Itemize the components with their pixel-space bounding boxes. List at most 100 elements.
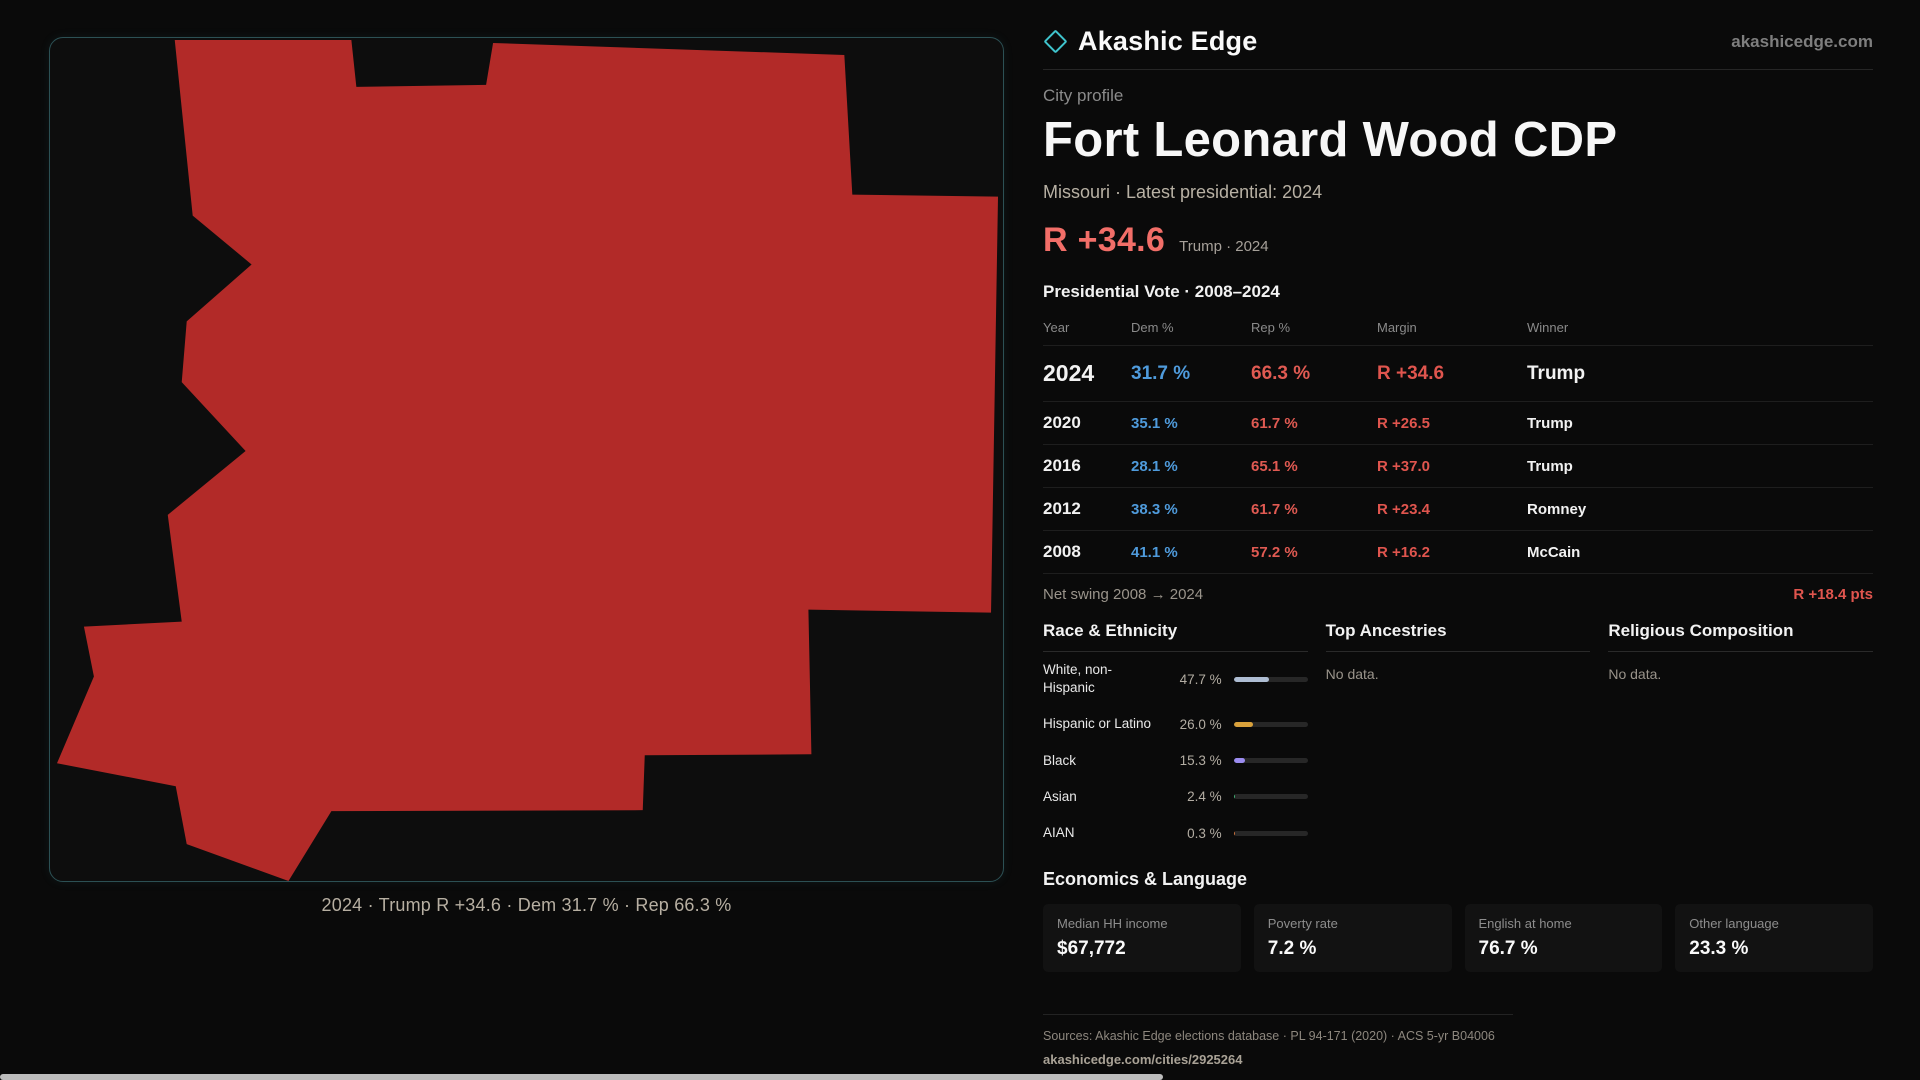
margin-cell: R +23.4 (1377, 500, 1430, 518)
city-boundary-polygon (56, 39, 999, 881)
page-title: Fort Leonard Wood CDP (1043, 113, 1618, 167)
stat-card: Median HH income $67,772 (1043, 904, 1241, 973)
race-ethnicity-heading: Race & Ethnicity (1043, 621, 1308, 652)
net-swing-row: Net swing 2008 → 2024 R +18.4 pts (1043, 573, 1873, 613)
headline-stat: R +34.6 Trump · 2024 (1043, 221, 1873, 260)
rep-cell: 66.3 % (1251, 362, 1311, 384)
vote-table: Year Dem % Rep % Margin Winner 2024 31.7… (1043, 314, 1873, 613)
race-row: Asian 2.4 % (1043, 779, 1308, 815)
brand-domain-link[interactable]: akashicedge.com (1731, 31, 1873, 51)
race-bar (1233, 830, 1308, 836)
race-row: White, non-Hispanic 47.7 % (1043, 652, 1308, 706)
stat-card: English at home 76.7 % (1464, 904, 1663, 973)
year-cell: 2016 (1043, 456, 1081, 475)
vote-table-header: Year Dem % Rep % Margin Winner (1043, 314, 1873, 345)
race-value: 2.4 % (1187, 789, 1222, 805)
rep-cell: 61.7 % (1251, 414, 1298, 432)
margin-cell: R +26.5 (1377, 414, 1430, 432)
dem-cell: 38.3 % (1131, 500, 1178, 518)
rep-cell: 57.2 % (1251, 543, 1298, 561)
margin-cell: R +34.6 (1377, 362, 1445, 384)
permalink[interactable]: akashicedge.com/cities/2925264 (1043, 1052, 1243, 1068)
stat-card: Poverty rate 7.2 % (1253, 904, 1452, 973)
year-cell: 2024 (1043, 360, 1095, 386)
stat-label: English at home (1478, 916, 1572, 932)
stat-value: 7.2 % (1267, 938, 1317, 960)
net-swing-label: Net swing 2008 → 2024 (1043, 586, 1204, 603)
table-row: 2012 38.3 % 61.7 % R +23.4 Romney (1043, 487, 1873, 530)
dem-cell: 41.1 % (1131, 543, 1178, 561)
religious-composition-column: Religious Composition No data. (1608, 621, 1874, 851)
year-cell: 2012 (1043, 499, 1081, 518)
stat-value: 23.3 % (1689, 938, 1749, 960)
top-ancestries-column: Top Ancestries No data. (1325, 621, 1591, 851)
headline-context: Trump · 2024 (1179, 238, 1269, 255)
sources-text: Sources: Akashic Edge elections database… (1043, 1029, 1495, 1044)
profile-kicker: City profile (1043, 86, 1124, 105)
dem-cell: 31.7 % (1131, 362, 1191, 384)
rep-cell: 65.1 % (1251, 457, 1298, 475)
race-label: AIAN (1043, 825, 1075, 841)
race-bar (1233, 758, 1308, 764)
economics-stats: Median HH income $67,772 Poverty rate 7.… (1043, 904, 1873, 973)
demographics-section: Race & Ethnicity White, non-Hispanic 47.… (1043, 621, 1874, 851)
religious-composition-heading: Religious Composition (1608, 621, 1874, 652)
stat-label: Poverty rate (1267, 916, 1338, 932)
race-label: White, non-Hispanic (1043, 662, 1113, 696)
net-swing-value: R +18.4 pts (1793, 586, 1873, 603)
header: Akashic Edge akashicedge.com (1043, 26, 1873, 57)
no-data-text: No data. (1608, 666, 1662, 682)
year-cell: 2008 (1043, 542, 1081, 561)
dem-cell: 35.1 % (1131, 414, 1178, 432)
top-ancestries-heading: Top Ancestries (1325, 621, 1591, 652)
stat-value: $67,772 (1057, 938, 1126, 960)
race-label: Asian (1043, 788, 1077, 804)
col-header-year: Year (1043, 320, 1070, 335)
rep-cell: 61.7 % (1251, 500, 1298, 518)
race-value: 15.3 % (1179, 753, 1222, 769)
table-row: 2016 28.1 % 65.1 % R +37.0 Trump (1043, 444, 1873, 487)
headline-margin: R +34.6 (1043, 221, 1166, 259)
race-bar (1233, 722, 1308, 728)
col-header-margin: Margin (1377, 320, 1417, 335)
city-map-panel (49, 37, 1004, 882)
race-value: 0.3 % (1187, 825, 1222, 841)
col-header-rep: Rep % (1251, 320, 1291, 335)
table-row: 2008 41.1 % 57.2 % R +16.2 McCain (1043, 530, 1873, 573)
race-bar (1233, 794, 1308, 800)
col-header-winner: Winner (1527, 320, 1569, 335)
race-bar (1233, 676, 1308, 682)
winner-cell: Trump (1527, 414, 1573, 432)
winner-cell: Trump (1527, 457, 1573, 475)
header-divider (1043, 69, 1873, 70)
winner-cell: McCain (1527, 543, 1581, 561)
margin-cell: R +37.0 (1377, 457, 1430, 475)
footer-divider (1043, 1014, 1513, 1016)
race-value: 26.0 % (1179, 717, 1222, 733)
race-label: Hispanic or Latino (1043, 716, 1152, 732)
diamond-icon (1043, 29, 1068, 54)
table-row: 2024 31.7 % 66.3 % R +34.6 Trump (1043, 345, 1873, 401)
race-row: Hispanic or Latino 26.0 % (1043, 706, 1308, 742)
race-row: Black 15.3 % (1043, 743, 1308, 779)
profile-subtitle: Missouri · Latest presidential: 2024 (1043, 182, 1323, 202)
stat-label: Other language (1689, 916, 1779, 932)
brand-name: Akashic Edge (1078, 26, 1258, 56)
city-map (56, 39, 999, 881)
race-row: AIAN 0.3 % (1043, 815, 1308, 851)
col-header-dem: Dem % (1131, 320, 1174, 335)
year-cell: 2020 (1043, 413, 1081, 432)
stat-card: Other language 23.3 % (1675, 904, 1873, 973)
economics-heading: Economics & Language (1043, 869, 1248, 890)
stat-value: 76.7 % (1478, 938, 1538, 960)
vote-table-title: Presidential Vote · 2008–2024 (1043, 282, 1280, 301)
margin-cell: R +16.2 (1377, 543, 1430, 561)
dem-cell: 28.1 % (1131, 457, 1178, 475)
winner-cell: Romney (1527, 500, 1587, 518)
horizontal-scrollbar[interactable] (0, 1074, 1163, 1080)
map-caption: 2024 · Trump R +34.6 · Dem 31.7 % · Rep … (321, 895, 732, 915)
city-profile-panel: Akashic Edge akashicedge.com City profil… (1043, 26, 1874, 1068)
race-label: Black (1043, 752, 1077, 768)
race-value: 47.7 % (1179, 671, 1222, 687)
winner-cell: Trump (1527, 362, 1586, 384)
